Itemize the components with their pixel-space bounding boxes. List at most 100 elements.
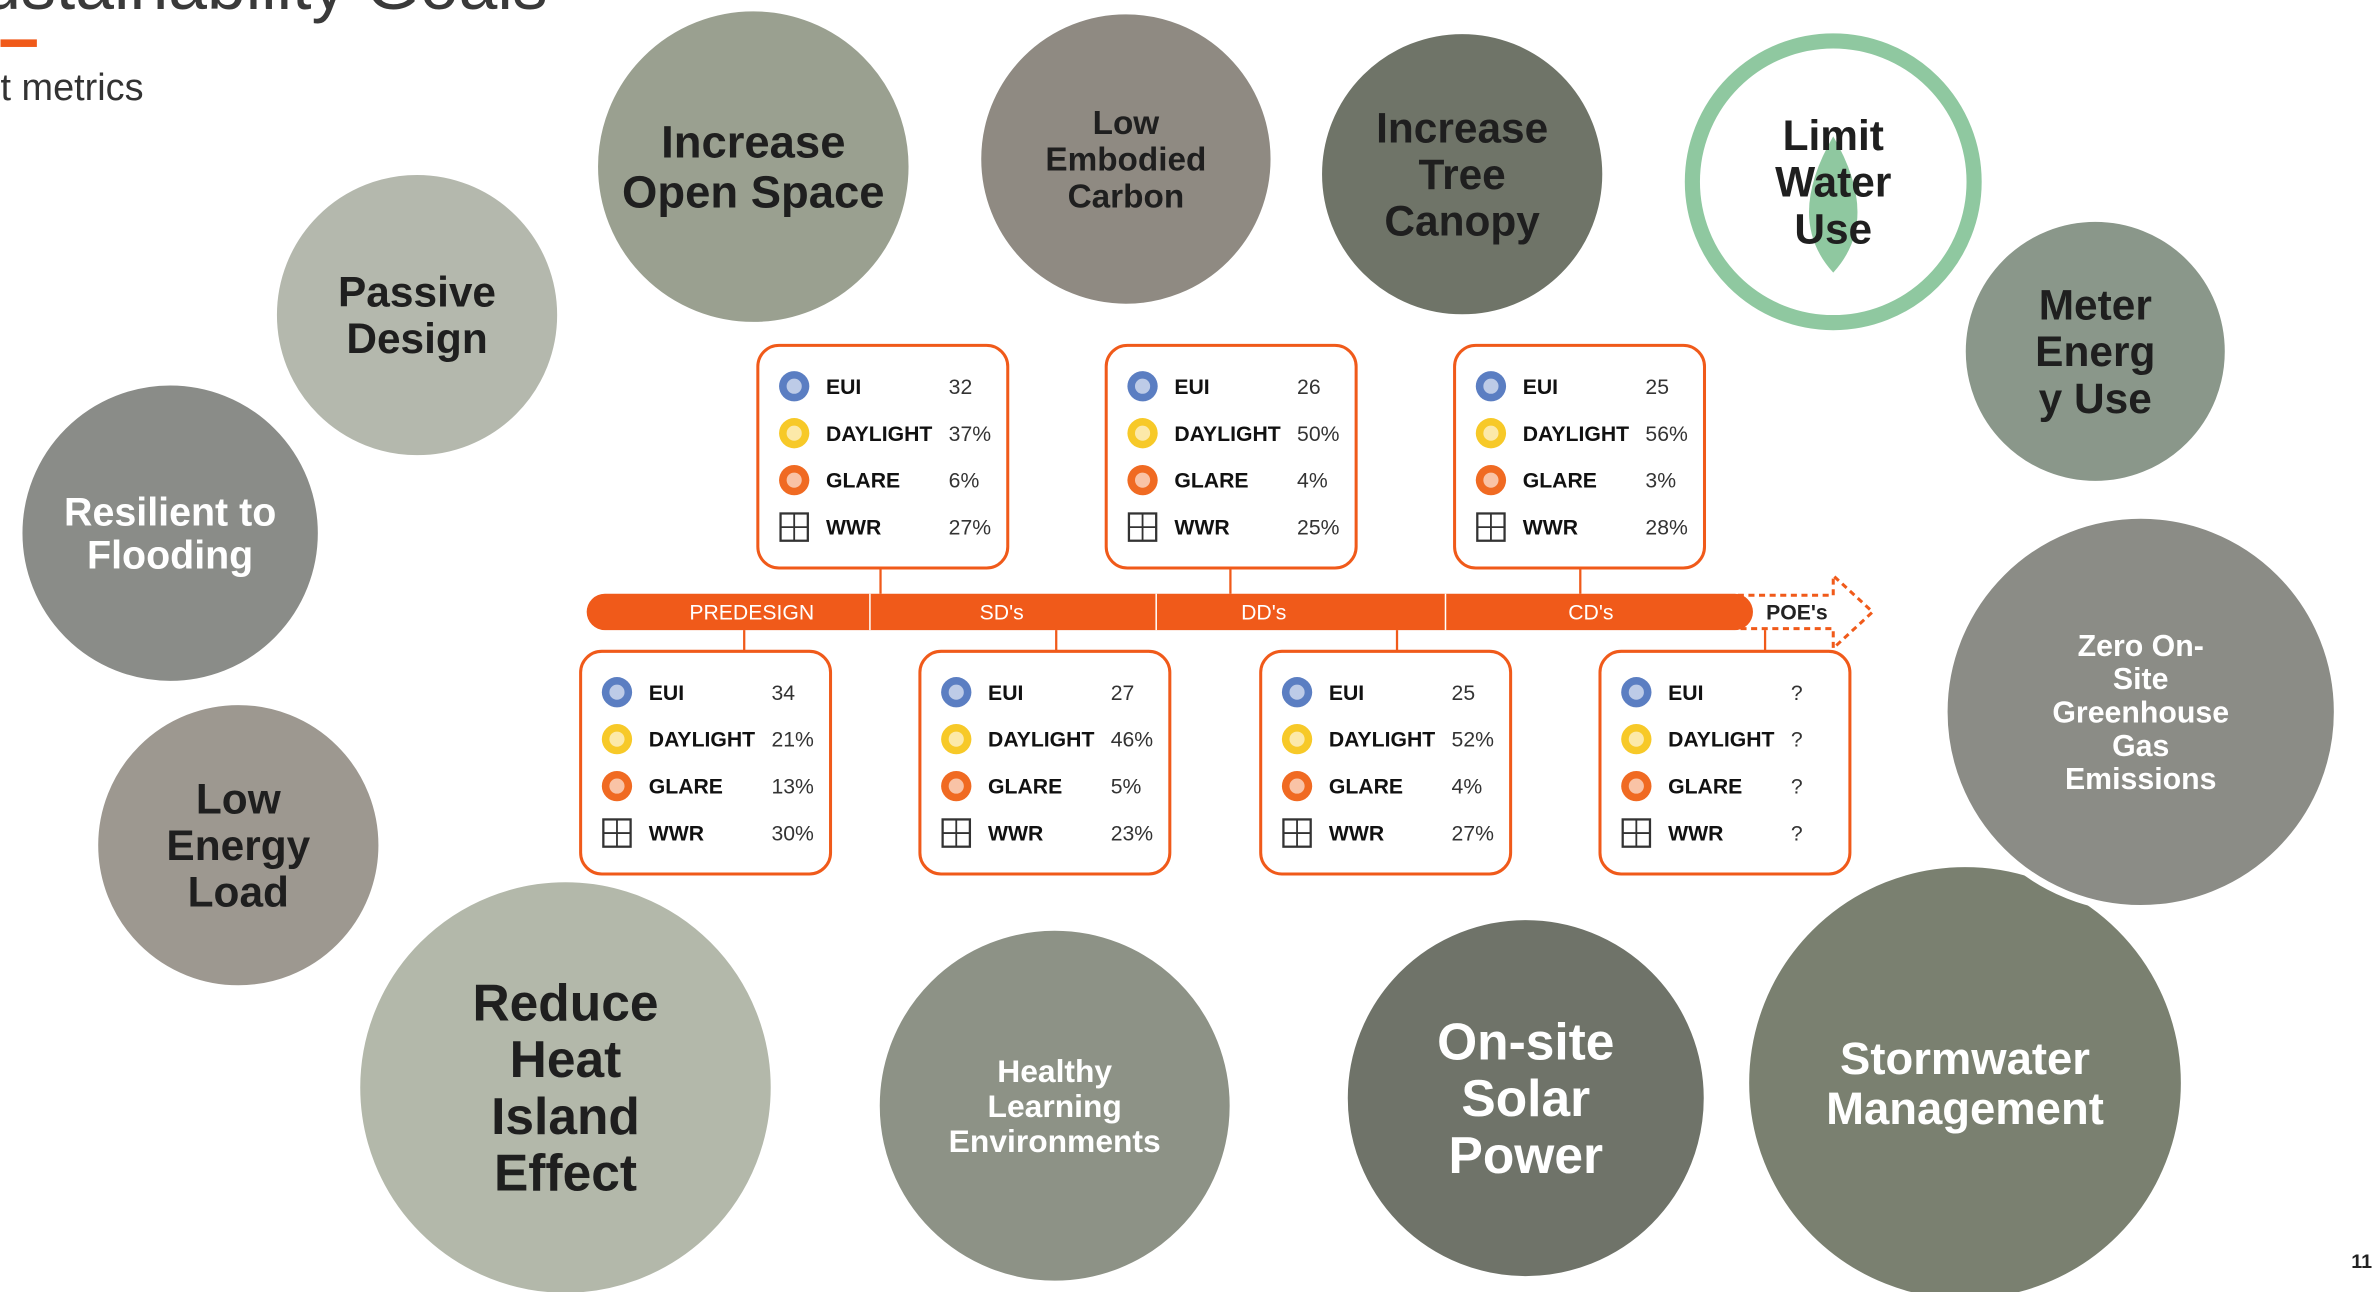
metric-value: 30% xyxy=(771,823,814,846)
goal-label: Site xyxy=(2113,663,2169,696)
goal-label: Increase xyxy=(1376,104,1548,151)
metric-value: 27% xyxy=(1452,823,1495,846)
metric-icon-inner xyxy=(949,779,964,794)
goal-label: Low xyxy=(1093,105,1160,142)
metric-value: 25 xyxy=(1452,682,1476,705)
metric-label: EUI xyxy=(649,682,684,705)
metric-label: WWR xyxy=(1523,517,1578,540)
goal-label: Resilient to xyxy=(64,490,276,534)
metric-icon-inner xyxy=(609,685,624,700)
goal-label: Heat xyxy=(510,1030,622,1088)
metric-label: EUI xyxy=(1668,682,1703,705)
goal-label: Energ xyxy=(2035,328,2155,375)
metric-label: DAYLIGHT xyxy=(988,729,1094,752)
metric-label: EUI xyxy=(1523,376,1558,399)
phase-label: CD's xyxy=(1568,601,1613,624)
goal-label: Solar xyxy=(1461,1069,1590,1127)
goal-label: Carbon xyxy=(1068,178,1185,215)
goal-label: On-site xyxy=(1437,1013,1614,1071)
goal-label: Flooding xyxy=(87,534,253,578)
metric-label: GLARE xyxy=(1668,776,1742,799)
goal-label: Water xyxy=(1775,159,1891,206)
metric-value: 3% xyxy=(1645,470,1676,493)
goal-label: Island xyxy=(491,1087,640,1145)
goal-label: Increase xyxy=(661,117,845,168)
metric-value: 4% xyxy=(1452,776,1483,799)
metric-icon-inner xyxy=(1483,426,1498,441)
goal-label: Open Space xyxy=(622,167,885,218)
metric-value: ? xyxy=(1791,776,1803,799)
goal-label: Passive xyxy=(338,269,496,316)
metric-label: WWR xyxy=(988,823,1043,846)
metric-value: 25 xyxy=(1645,376,1669,399)
metric-label: EUI xyxy=(826,376,861,399)
metric-value: 34 xyxy=(771,682,795,705)
metric-value: 21% xyxy=(771,729,814,752)
metric-label: WWR xyxy=(1174,517,1229,540)
metric-value: 32 xyxy=(949,376,973,399)
goal-label: Tree xyxy=(1419,151,1506,198)
goal-label: Design xyxy=(346,315,487,362)
goal-label: Use xyxy=(1794,205,1872,252)
metric-label: WWR xyxy=(649,823,704,846)
metric-icon-inner xyxy=(1289,779,1304,794)
metric-icon-inner xyxy=(1135,473,1150,488)
metric-label: DAYLIGHT xyxy=(1668,729,1774,752)
metric-value: 28% xyxy=(1645,517,1688,540)
metric-icon-inner xyxy=(1135,426,1150,441)
phase-label: POE's xyxy=(1766,601,1828,624)
goal-label: Environments xyxy=(949,1123,1161,1159)
phase-label: PREDESIGN xyxy=(689,601,814,624)
goal-label: Reduce xyxy=(472,974,658,1032)
phase-label: SD's xyxy=(980,601,1024,624)
metric-icon-inner xyxy=(1483,473,1498,488)
metric-value: 27% xyxy=(949,517,992,540)
metric-icon-inner xyxy=(1289,685,1304,700)
metric-card: EUI26DAYLIGHT50%GLARE4%WWR25% xyxy=(1106,345,1356,593)
metric-icon-inner xyxy=(1289,732,1304,747)
metric-label: DAYLIGHT xyxy=(1523,423,1629,446)
metric-value: 27 xyxy=(1111,682,1135,705)
metric-value: 46% xyxy=(1111,729,1154,752)
metric-icon-inner xyxy=(1629,685,1644,700)
metric-value: 23% xyxy=(1111,823,1154,846)
goal-label: Load xyxy=(188,869,289,916)
metric-label: GLARE xyxy=(1523,470,1597,493)
page-number: 11 xyxy=(2351,1251,2372,1273)
metric-label: GLARE xyxy=(1174,470,1248,493)
metric-value: 4% xyxy=(1297,470,1328,493)
metric-icon-inner xyxy=(609,732,624,747)
goal-label: Management xyxy=(1826,1083,2104,1134)
metric-label: DAYLIGHT xyxy=(1329,729,1435,752)
metric-value: 6% xyxy=(949,470,980,493)
metric-icon-inner xyxy=(787,473,802,488)
metric-label: GLARE xyxy=(826,470,900,493)
metric-card: EUI25DAYLIGHT52%GLARE4%WWR27% xyxy=(1261,630,1511,874)
metric-value: 52% xyxy=(1452,729,1495,752)
metric-label: DAYLIGHT xyxy=(649,729,755,752)
goal-label: y Use xyxy=(2039,375,2152,422)
slide: ustainability Goals t metrics IncreaseOp… xyxy=(0,0,2376,1292)
title: ustainability Goals xyxy=(0,0,548,24)
goal-label: Emissions xyxy=(2065,763,2216,796)
metric-value: 13% xyxy=(771,776,814,799)
metric-value: 50% xyxy=(1297,423,1340,446)
metric-icon-inner xyxy=(1629,779,1644,794)
goal-label: Embodied xyxy=(1045,142,1206,179)
title-accent xyxy=(1,39,37,47)
metric-icon-inner xyxy=(1483,379,1498,394)
metric-value: ? xyxy=(1791,823,1803,846)
metric-icon-inner xyxy=(787,379,802,394)
goal-label: Low xyxy=(196,775,282,822)
metric-icon-inner xyxy=(949,732,964,747)
metric-label: GLARE xyxy=(1329,776,1403,799)
goal-label: Healthy xyxy=(997,1053,1112,1089)
goal-label: Learning xyxy=(988,1088,1122,1124)
metric-value: 25% xyxy=(1297,517,1340,540)
goal-label: Limit xyxy=(1783,112,1884,159)
metric-label: EUI xyxy=(1174,376,1209,399)
metric-value: 37% xyxy=(949,423,992,446)
goal-label: Power xyxy=(1449,1126,1604,1184)
